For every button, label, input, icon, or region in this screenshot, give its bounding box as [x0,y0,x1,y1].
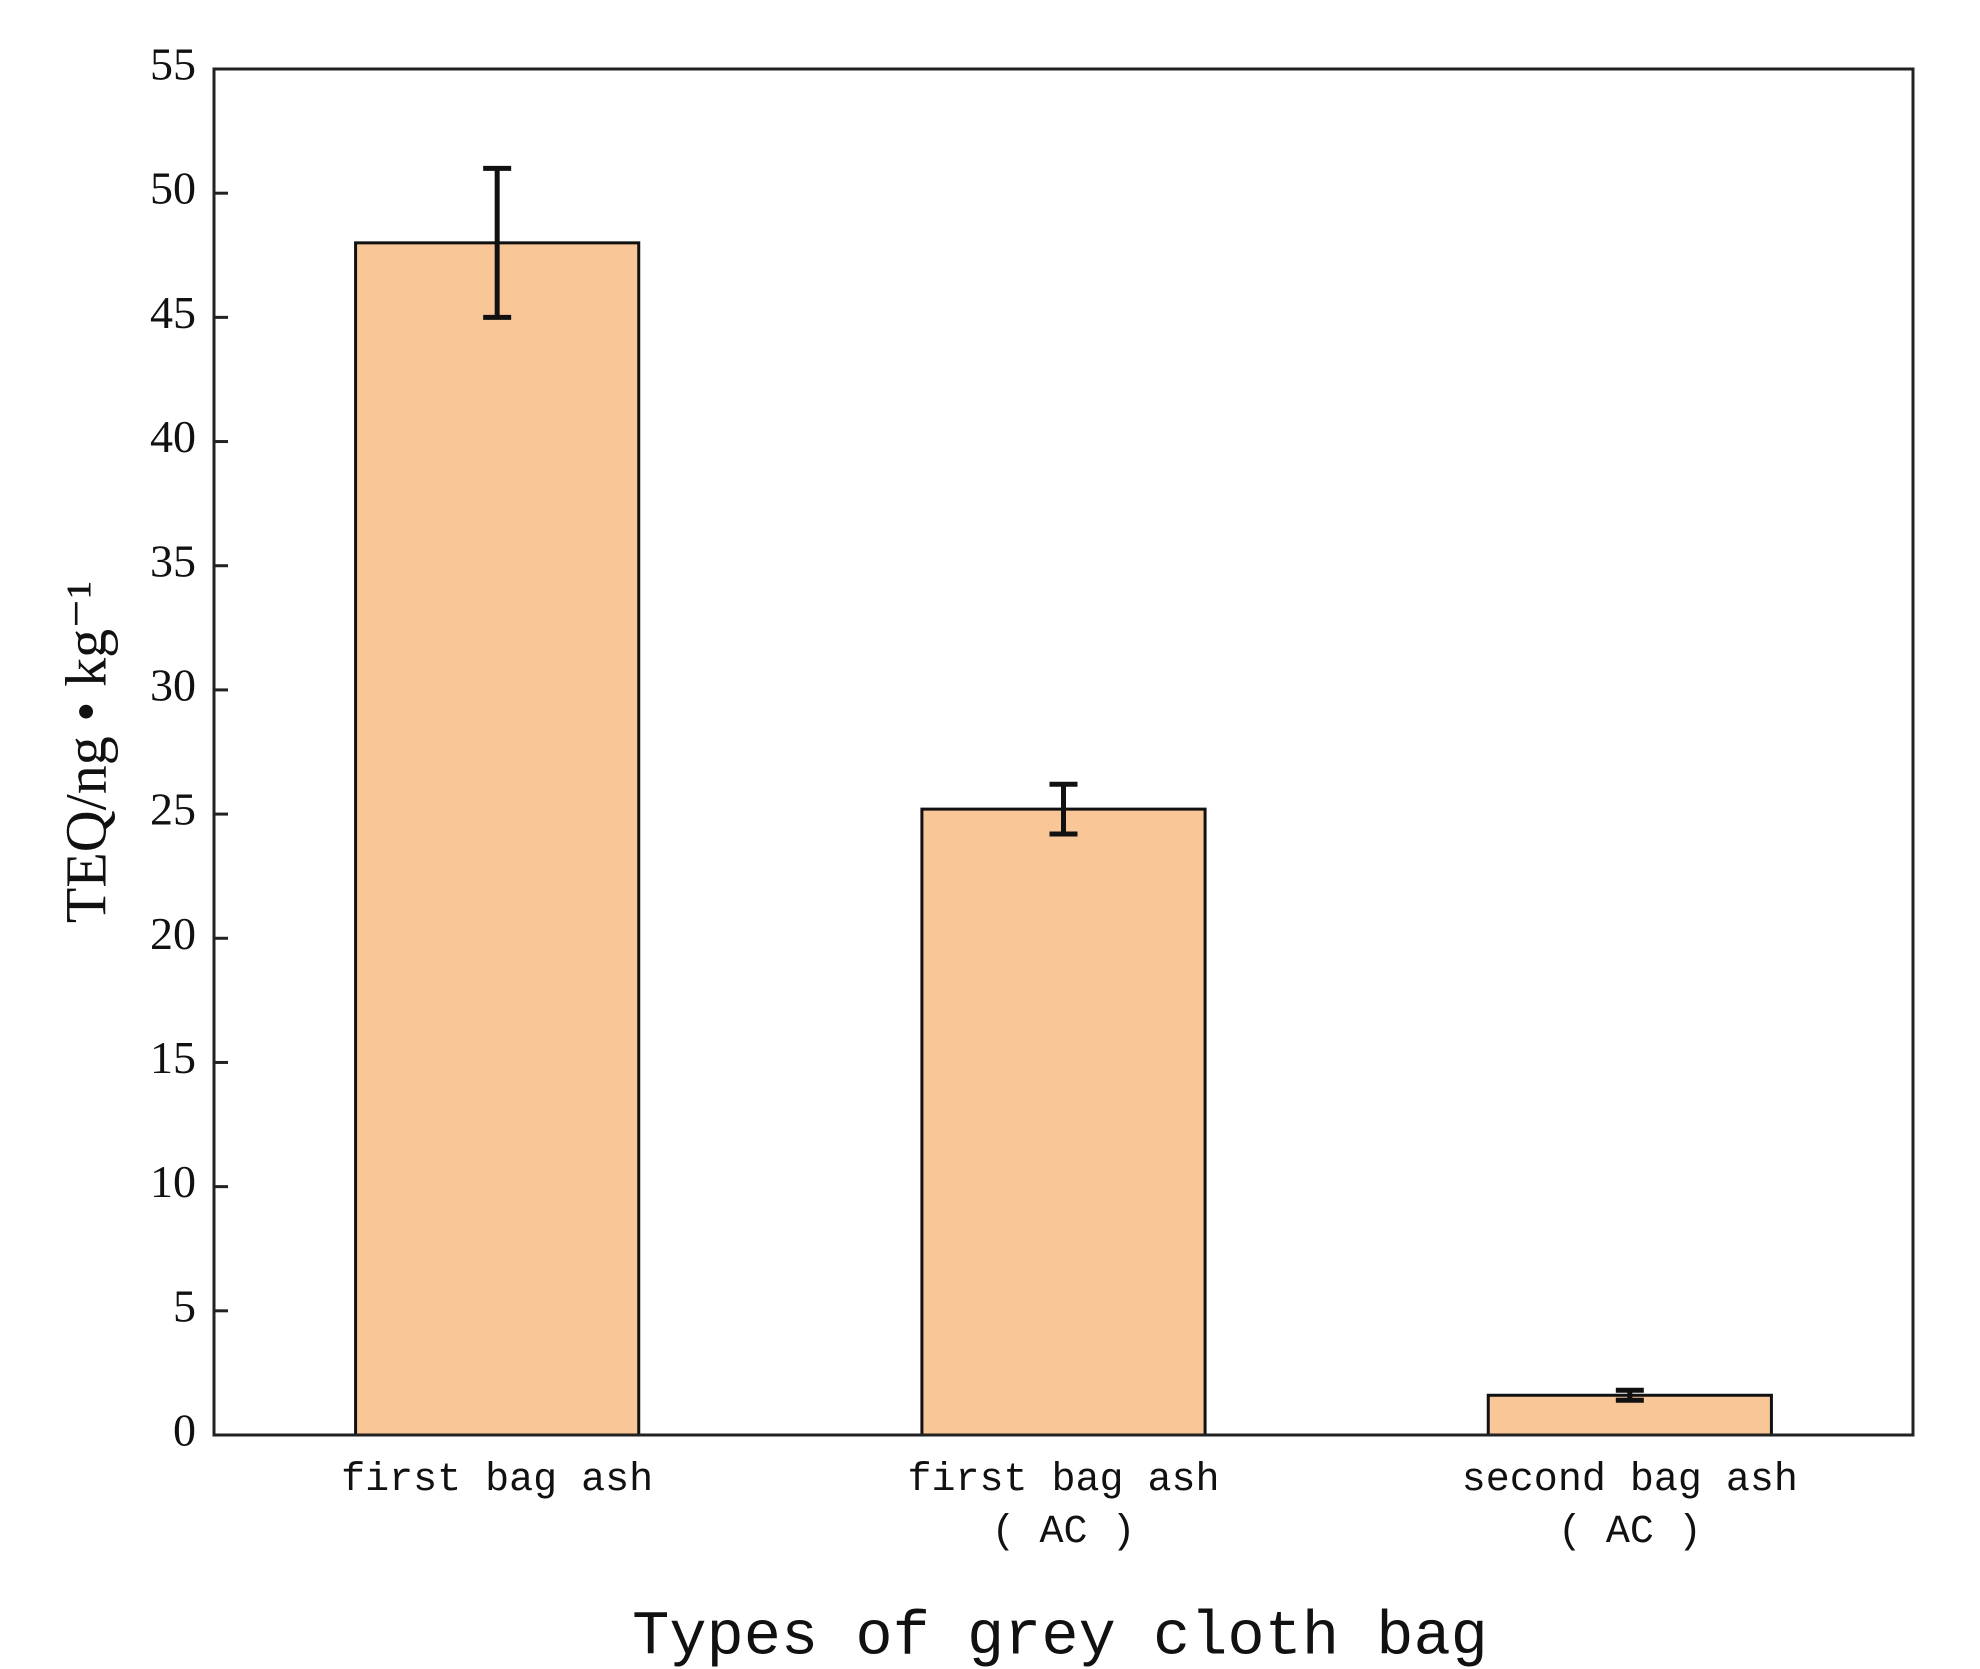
y-tick-label: 20 [150,908,196,959]
bar [354,241,641,1437]
y-tick-label: 45 [150,287,196,338]
x-axis-title: Types of grey cloth bag [632,1601,1488,1669]
bar [920,807,1207,1437]
x-tick-label: first bag ash [341,1458,654,1503]
y-tick-label: 50 [150,163,196,214]
y-tick-label: 15 [150,1032,196,1083]
y-tick-label: 5 [173,1280,196,1331]
x-tick-label: second bag ash ( AC ) [1461,1458,1798,1555]
y-tick-label: 0 [173,1405,196,1456]
y-axis-title: TEQ/ng • kg⁻¹ [53,581,118,923]
error-bar [1615,1387,1644,1403]
x-tick-label: first bag ash ( AC ) [907,1458,1220,1555]
y-tick-label: 10 [150,1156,196,1207]
error-bar [483,165,512,320]
error-bar [1049,781,1078,837]
y-tick-label: 30 [150,659,196,710]
plot-frame [212,67,1915,1437]
y-tick-label: 40 [150,411,196,462]
y-tick-label: 25 [150,784,196,835]
y-tick-label: 35 [150,535,196,586]
y-tick-label: 55 [150,39,196,90]
